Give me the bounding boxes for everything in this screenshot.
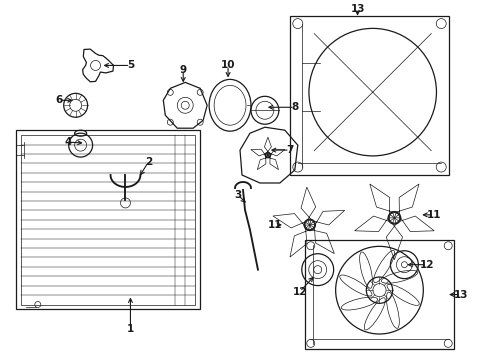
Text: 7: 7 [286,145,294,155]
Text: 6: 6 [55,95,62,105]
Text: 4: 4 [65,137,73,147]
Text: 11: 11 [427,210,441,220]
Text: 13: 13 [350,4,365,14]
Text: 12: 12 [420,260,435,270]
Text: 11: 11 [268,220,282,230]
Text: 10: 10 [221,60,235,71]
Text: 8: 8 [291,102,298,112]
Text: 9: 9 [180,66,187,76]
Text: 12: 12 [293,287,307,297]
Text: 1: 1 [127,324,134,334]
Text: 2: 2 [145,157,152,167]
Text: 5: 5 [127,60,134,71]
Text: 13: 13 [454,289,468,300]
Text: 3: 3 [234,190,242,200]
